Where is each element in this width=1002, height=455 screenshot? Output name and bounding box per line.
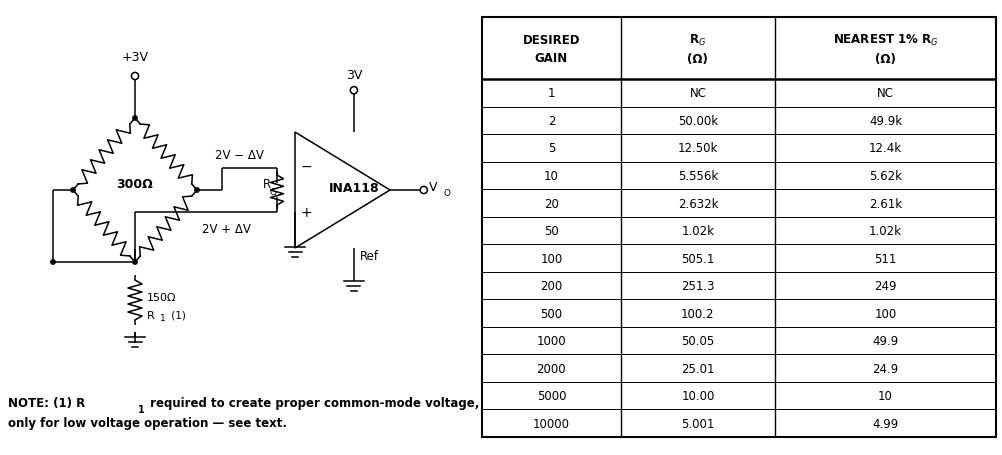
Text: 511: 511 (875, 252, 897, 265)
Circle shape (71, 188, 75, 193)
Text: 1.02k: 1.02k (869, 225, 902, 238)
Bar (482, 18, 996, 437)
Text: 251.3: 251.3 (681, 279, 714, 293)
Text: 2V + ΔV: 2V + ΔV (201, 222, 250, 236)
Text: 500: 500 (540, 307, 562, 320)
Text: 3V: 3V (346, 69, 362, 82)
Text: −: − (301, 160, 313, 174)
Circle shape (51, 260, 55, 265)
Text: O: O (443, 189, 450, 198)
Text: V: V (429, 181, 438, 194)
Text: NEAREST 1% R$_G$
(Ω): NEAREST 1% R$_G$ (Ω) (833, 32, 939, 66)
Text: 100.2: 100.2 (681, 307, 714, 320)
Circle shape (133, 116, 137, 121)
Text: 10.00: 10.00 (681, 389, 714, 402)
Text: 10: 10 (878, 389, 893, 402)
Text: 50: 50 (544, 225, 559, 238)
Circle shape (194, 188, 199, 193)
Text: 12.50k: 12.50k (677, 142, 718, 155)
Text: +3V: +3V (121, 51, 148, 64)
Text: 100: 100 (540, 252, 562, 265)
Text: 2.632k: 2.632k (677, 197, 718, 210)
Text: 1.02k: 1.02k (681, 225, 714, 238)
Circle shape (420, 187, 428, 194)
Text: R$_G$
(Ω): R$_G$ (Ω) (687, 32, 708, 66)
Text: 300Ω: 300Ω (116, 178, 153, 191)
Text: R: R (147, 310, 154, 320)
Text: G: G (269, 188, 276, 197)
Text: 49.9: 49.9 (873, 334, 899, 348)
Text: 2000: 2000 (537, 362, 566, 375)
Text: 4.99: 4.99 (873, 417, 899, 430)
Text: 50.05: 50.05 (681, 334, 714, 348)
Text: 49.9k: 49.9k (869, 115, 902, 128)
Text: Ref: Ref (360, 250, 379, 263)
Text: NC: NC (689, 87, 706, 100)
Text: 2: 2 (548, 115, 555, 128)
Text: 5.62k: 5.62k (869, 170, 902, 182)
Text: DESIRED
GAIN: DESIRED GAIN (523, 34, 580, 65)
Text: 5.556k: 5.556k (677, 170, 718, 182)
Text: 2V − ΔV: 2V − ΔV (215, 149, 264, 162)
Text: 5: 5 (548, 142, 555, 155)
Text: 25.01: 25.01 (681, 362, 714, 375)
Text: 1000: 1000 (537, 334, 566, 348)
Text: R: R (263, 178, 271, 191)
Text: 249: 249 (874, 279, 897, 293)
Text: 2.61k: 2.61k (869, 197, 902, 210)
Text: 150Ω: 150Ω (147, 293, 176, 302)
Text: 1: 1 (548, 87, 555, 100)
Text: 5000: 5000 (537, 389, 566, 402)
Text: only for low voltage operation — see text.: only for low voltage operation — see tex… (8, 417, 287, 430)
Text: INA118: INA118 (330, 182, 380, 195)
Text: 10: 10 (544, 170, 559, 182)
Text: 200: 200 (540, 279, 562, 293)
Circle shape (133, 260, 137, 265)
Text: +: + (301, 206, 313, 219)
Text: NOTE: (1) R: NOTE: (1) R (8, 397, 85, 410)
Text: 1: 1 (160, 314, 165, 323)
Text: required to create proper common-mode voltage,: required to create proper common-mode vo… (146, 397, 479, 410)
Text: 50.00k: 50.00k (677, 115, 718, 128)
Text: 24.9: 24.9 (873, 362, 899, 375)
Text: 100: 100 (875, 307, 897, 320)
Text: 1: 1 (138, 404, 144, 414)
Text: 12.4k: 12.4k (869, 142, 902, 155)
Text: 10000: 10000 (533, 417, 570, 430)
Text: 5.001: 5.001 (681, 417, 714, 430)
Text: 20: 20 (544, 197, 559, 210)
Text: NC: NC (877, 87, 894, 100)
Text: (1): (1) (168, 310, 186, 320)
Circle shape (351, 87, 358, 95)
Circle shape (131, 73, 138, 81)
Text: 505.1: 505.1 (681, 252, 714, 265)
